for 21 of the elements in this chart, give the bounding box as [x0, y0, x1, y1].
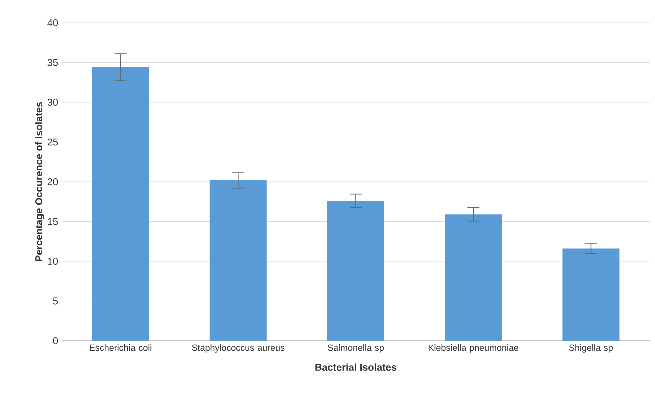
y-tick-label: 20: [48, 178, 58, 186]
x-tick-label: Klebsiella pneumoniae: [428, 344, 519, 353]
bar: [445, 214, 502, 341]
x-axis-title: Bacterial Isolates: [316, 364, 397, 372]
bar: [210, 180, 267, 341]
x-tick-label: Escherichia coli: [90, 344, 152, 352]
y-tick-label: 5: [53, 298, 58, 305]
x-tick-label: Salmonella sp: [328, 344, 384, 353]
bar: [328, 201, 385, 341]
y-tick-label: 0: [53, 337, 58, 345]
y-tick-label: 35: [48, 59, 58, 66]
y-tick-label: 30: [48, 98, 58, 106]
y-tick-label: 40: [48, 19, 58, 27]
x-tick-label: Staphylococcus aureus: [192, 344, 285, 353]
y-tick-label: 25: [48, 138, 58, 146]
bar: [92, 68, 150, 341]
bar: [562, 248, 620, 341]
x-tick-label: Shigella sp: [569, 344, 613, 353]
y-axis-title: Percentage Occurence of Isolates: [35, 102, 45, 262]
y-tick-label: 15: [48, 218, 58, 226]
y-tick-label: 10: [48, 258, 58, 266]
